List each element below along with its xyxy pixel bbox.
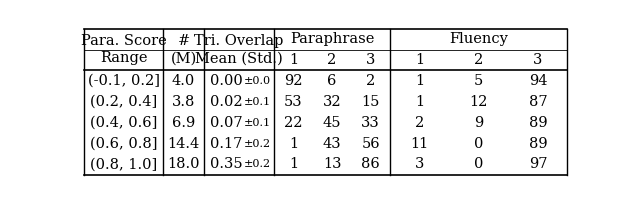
Text: 9: 9 <box>474 116 483 130</box>
Text: 1: 1 <box>415 74 424 88</box>
Text: Tri. Overlap
Mean (Std.): Tri. Overlap Mean (Std.) <box>194 34 284 65</box>
Text: 94: 94 <box>529 74 547 88</box>
Text: 86: 86 <box>361 157 380 171</box>
Text: 43: 43 <box>323 137 342 151</box>
Text: 89: 89 <box>529 137 547 151</box>
Text: 14.4: 14.4 <box>167 137 200 151</box>
Text: 33: 33 <box>361 116 380 130</box>
Text: 0.02: 0.02 <box>211 95 243 109</box>
Text: ±0.2: ±0.2 <box>244 139 271 149</box>
Text: 87: 87 <box>529 95 547 109</box>
Text: 0: 0 <box>474 137 483 151</box>
Text: 13: 13 <box>323 157 342 171</box>
Text: 97: 97 <box>529 157 547 171</box>
Text: 89: 89 <box>529 116 547 130</box>
Text: 0.35: 0.35 <box>211 157 243 171</box>
Text: 2: 2 <box>474 53 483 67</box>
Text: (0.6, 0.8]: (0.6, 0.8] <box>90 137 158 151</box>
Text: 12: 12 <box>469 95 488 109</box>
Text: ±0.0: ±0.0 <box>244 76 271 86</box>
Text: 56: 56 <box>361 137 380 151</box>
Text: ±0.1: ±0.1 <box>244 118 271 128</box>
Text: ±0.1: ±0.1 <box>244 97 271 107</box>
Text: (-0.1, 0.2]: (-0.1, 0.2] <box>88 74 160 88</box>
Text: Fluency: Fluency <box>449 32 508 46</box>
Text: 18.0: 18.0 <box>167 157 200 171</box>
Text: 5: 5 <box>474 74 483 88</box>
Text: 6.9: 6.9 <box>172 116 195 130</box>
Text: 3: 3 <box>533 53 543 67</box>
Text: 3: 3 <box>415 157 424 171</box>
Text: 1: 1 <box>415 95 424 109</box>
Text: 1: 1 <box>289 53 298 67</box>
Text: 0.00: 0.00 <box>211 74 243 88</box>
Text: Paraphrase: Paraphrase <box>290 32 375 46</box>
Text: 0.17: 0.17 <box>211 137 243 151</box>
Text: 1: 1 <box>415 53 424 67</box>
Text: 11: 11 <box>410 137 429 151</box>
Text: 4.0: 4.0 <box>172 74 195 88</box>
Text: 2: 2 <box>328 53 336 67</box>
Text: 32: 32 <box>323 95 342 109</box>
Text: 0.07: 0.07 <box>211 116 243 130</box>
Text: 92: 92 <box>284 74 303 88</box>
Text: (0.4, 0.6]: (0.4, 0.6] <box>90 116 158 130</box>
Text: 1: 1 <box>289 137 298 151</box>
Text: 15: 15 <box>361 95 380 109</box>
Text: 0: 0 <box>474 157 483 171</box>
Text: #
(M): # (M) <box>170 34 197 65</box>
Text: 2: 2 <box>366 74 375 88</box>
Text: ±0.2: ±0.2 <box>244 159 271 169</box>
Text: 2: 2 <box>415 116 424 130</box>
Text: 3: 3 <box>366 53 375 67</box>
Text: 6: 6 <box>328 74 337 88</box>
Text: Para. Score
Range: Para. Score Range <box>81 34 167 65</box>
Text: 1: 1 <box>289 157 298 171</box>
Text: 53: 53 <box>284 95 303 109</box>
Text: 45: 45 <box>323 116 342 130</box>
Text: (0.8, 1.0]: (0.8, 1.0] <box>90 157 158 171</box>
Text: (0.2, 0.4]: (0.2, 0.4] <box>90 95 158 109</box>
Text: 3.8: 3.8 <box>172 95 195 109</box>
Text: 22: 22 <box>284 116 303 130</box>
